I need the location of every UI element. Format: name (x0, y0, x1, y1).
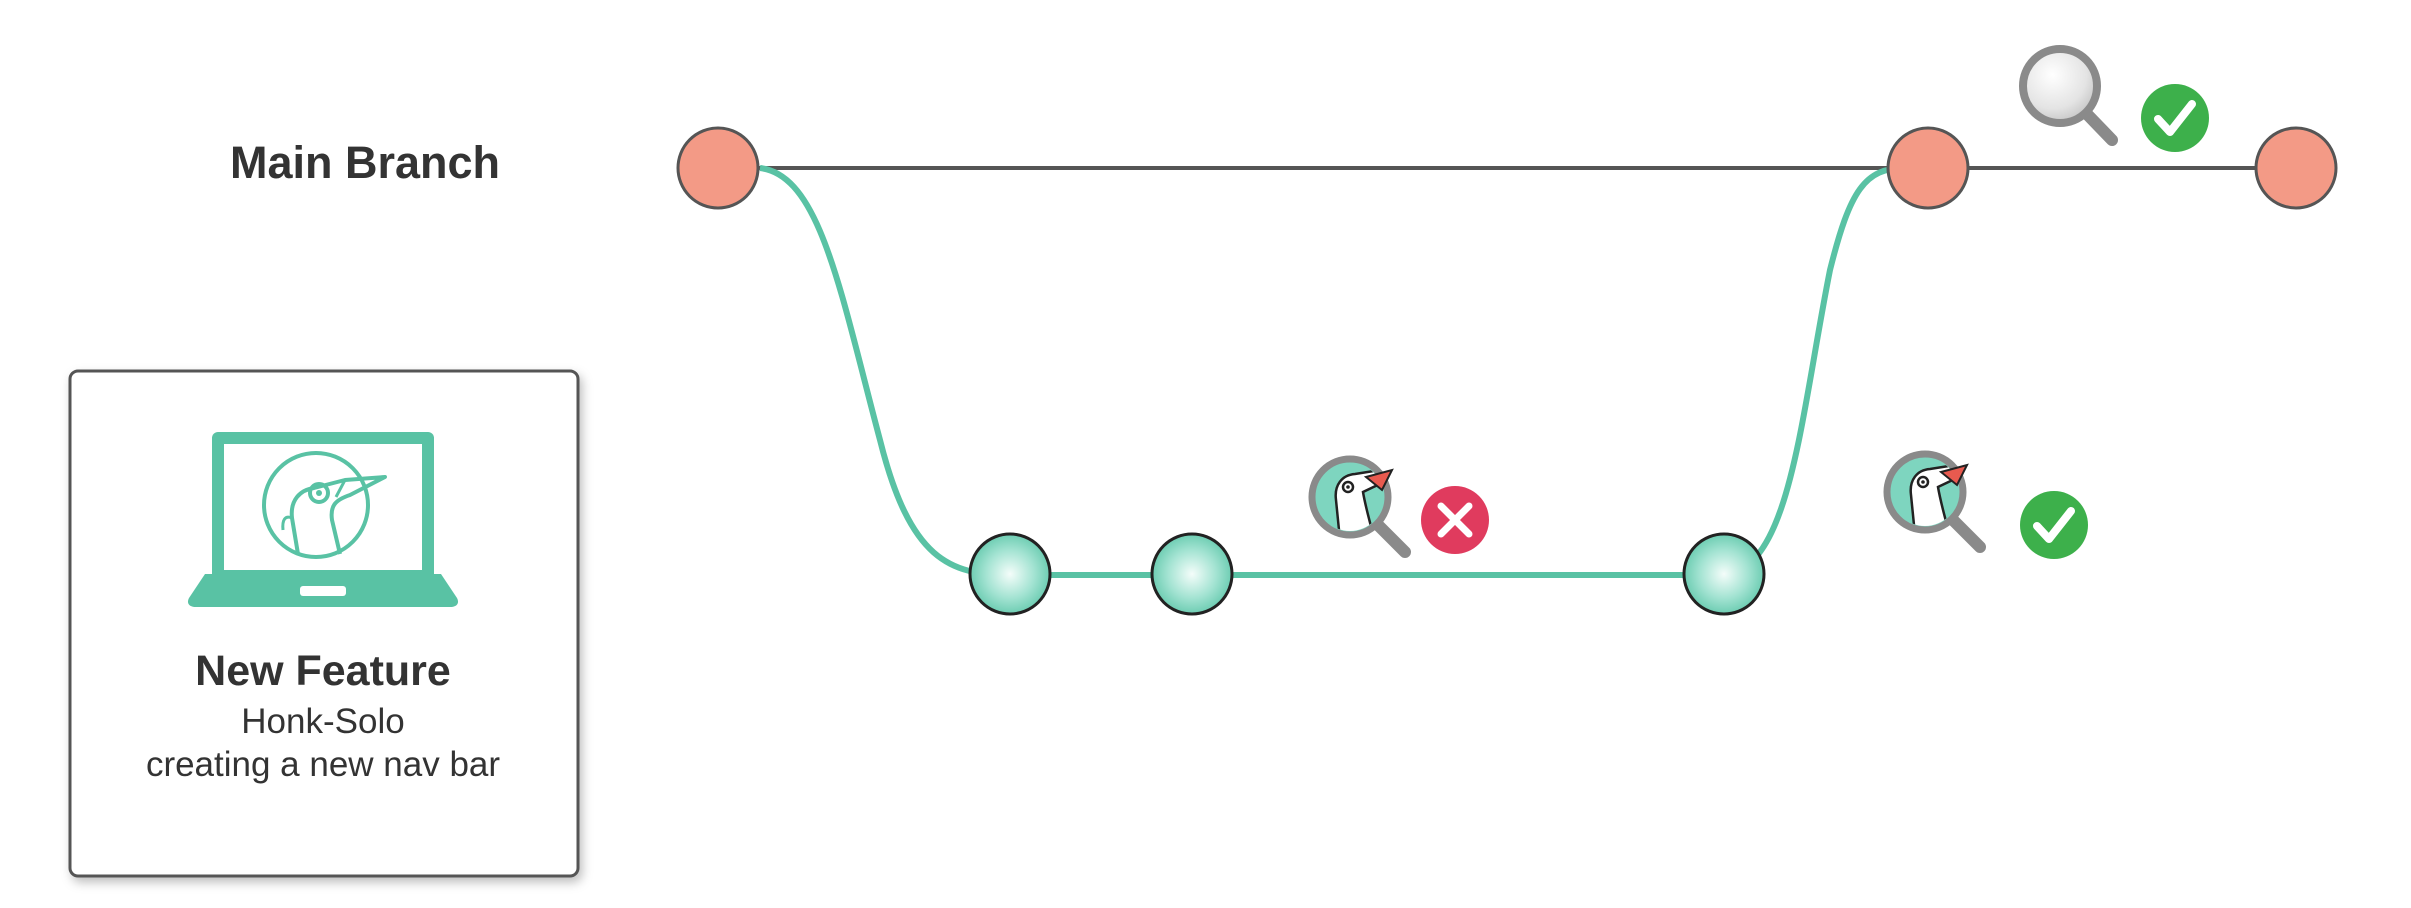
main-commit-start[interactable] (676, 126, 760, 210)
magnifier-icon (2019, 45, 2118, 146)
main-branch-label: Main Branch (230, 137, 500, 188)
main-commit-merge[interactable] (1886, 126, 1970, 210)
goose-reviewer-icon (1883, 450, 1986, 553)
goose-reviewer-icon (1308, 455, 1411, 558)
feature-commit-2[interactable] (1150, 532, 1234, 616)
card-author: Honk-Solo (241, 702, 404, 741)
main-commit-end[interactable] (2254, 126, 2338, 210)
x-icon (1421, 486, 1489, 554)
card-description: creating a new nav bar (146, 745, 500, 784)
check-icon (2141, 84, 2209, 152)
laptop-with-goose-icon (187, 432, 459, 607)
card-title: New Feature (195, 647, 451, 695)
feature-card: New Feature Honk-Solo creating a new nav… (68, 369, 580, 878)
check-icon (2020, 491, 2088, 559)
feature-commit-1[interactable] (968, 532, 1052, 616)
feature-commit-3[interactable] (1682, 532, 1766, 616)
